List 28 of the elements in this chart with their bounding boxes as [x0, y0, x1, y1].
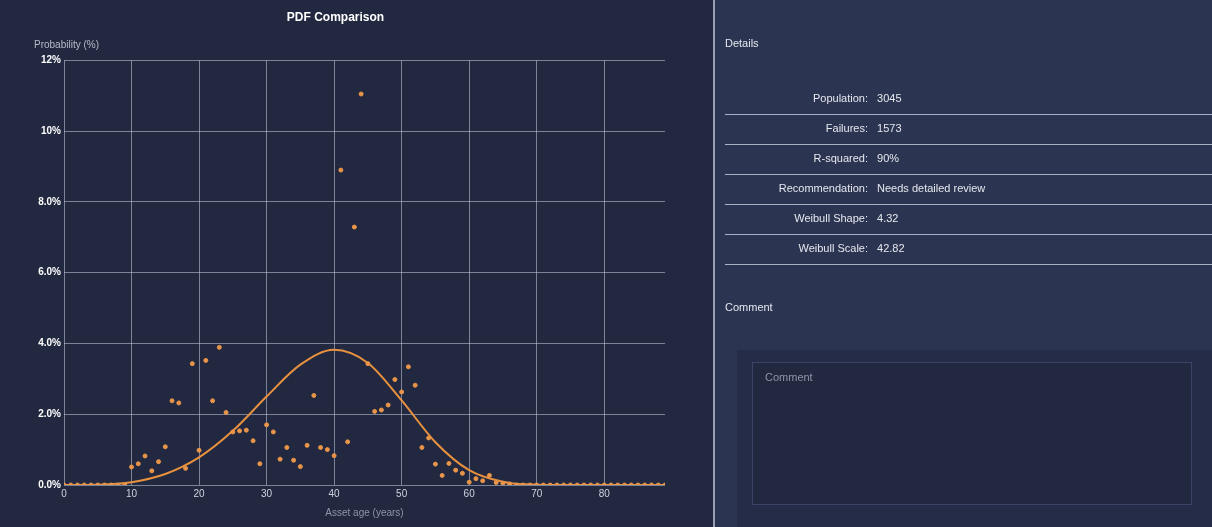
- x-tick-label: 10: [125, 487, 138, 499]
- x-tick-label: 30: [261, 487, 273, 499]
- y-tick-label: 12%: [40, 54, 62, 66]
- x-tick-label: 40: [328, 487, 341, 499]
- text: Comment: [725, 301, 773, 313]
- text: Population: 3045: [811, 92, 902, 104]
- chart-title: PDF Comparison: [286, 9, 385, 24]
- text: Weibull Shape: 4.32: [793, 212, 899, 224]
- x-tick-label: 20: [193, 487, 206, 499]
- y-tick-label: 8.0%: [38, 195, 62, 207]
- text: Failures: 1573: [824, 122, 902, 134]
- text: Recommendation: Needs detailed review: [777, 182, 986, 194]
- x-tick-label: 70: [531, 487, 543, 499]
- x-tick-label: 80: [598, 487, 611, 499]
- x-tick-label: 0: [61, 487, 68, 499]
- text-field: Comment: [752, 362, 1192, 505]
- y-tick-label: 2.0%: [38, 407, 62, 419]
- y-axis-title: Probability (%): [34, 39, 100, 51]
- text: Weibull Scale: 42.82: [797, 242, 905, 254]
- y-tick-label: 6.0%: [38, 266, 62, 278]
- x-axis-title: Asset age (years): [325, 506, 404, 518]
- x-tick-label: 60: [463, 487, 476, 499]
- text: Details: [725, 37, 759, 49]
- y-tick-label: 0.0%: [38, 478, 62, 490]
- text: R-squared: 90%: [812, 152, 900, 164]
- x-tick-label: 50: [396, 487, 408, 499]
- y-tick-label: 4.0%: [38, 337, 62, 349]
- y-tick-label: 10%: [40, 124, 62, 136]
